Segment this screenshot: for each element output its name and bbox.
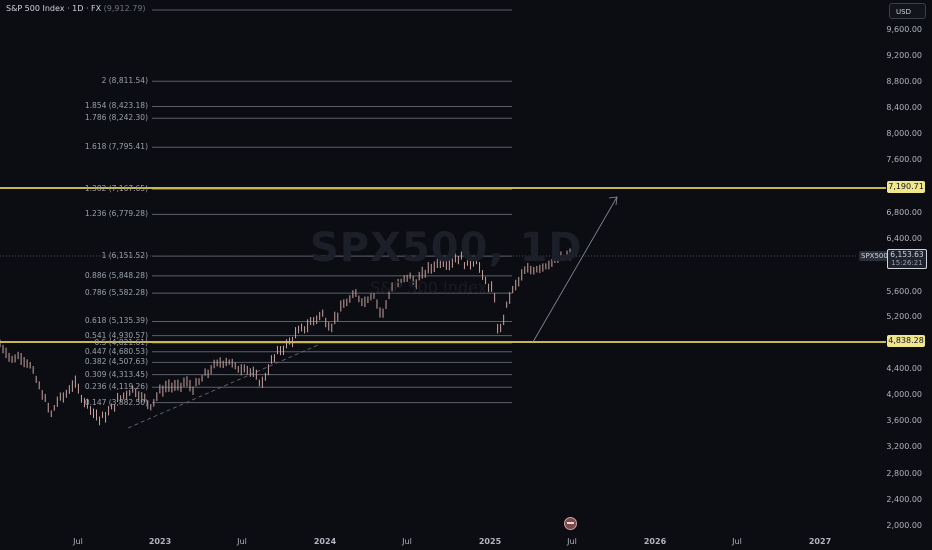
fib-level-label: 0.786 (5,582.28) bbox=[84, 288, 148, 298]
fib-level-label: 0.147 (3,882.50) bbox=[84, 397, 148, 407]
price-axis-label: 8,400.00 bbox=[886, 103, 922, 112]
last-price-value: 6,153.63 bbox=[890, 250, 924, 259]
bar-countdown: 15:26:21 bbox=[891, 259, 923, 267]
price-axis-label: 9,600.00 bbox=[886, 25, 922, 34]
price-axis-label: 2,000.00 bbox=[886, 521, 922, 530]
price-axis-label: 2,800.00 bbox=[886, 469, 922, 478]
fib-level-label: 1.382 (7,167.65) bbox=[84, 184, 148, 194]
fib-level-label: 0.236 (4,119.26) bbox=[84, 382, 148, 392]
last-price-tag: 6,153.63 15:26:21 bbox=[887, 249, 927, 269]
name-watermark: S&P 500 Index bbox=[370, 278, 488, 297]
fib-level-label: 0.447 (4,680.53) bbox=[84, 346, 148, 356]
fib-level-label: 0.5 (4,821.61) bbox=[94, 338, 148, 347]
fib-level-label: 1.786 (8,242.30) bbox=[84, 113, 148, 123]
price-axis-label: 8,800.00 bbox=[886, 77, 922, 86]
price-tag-lower: 4,838.28 bbox=[887, 335, 925, 347]
price-axis-label: 2,400.00 bbox=[886, 495, 922, 504]
chart-title[interactable]: S&P 500 Index · 1D · FX (9,912.79) bbox=[6, 4, 146, 13]
fib-level-label: 0.541 (4,930.57) bbox=[84, 330, 148, 340]
fib-level-label: 0.618 (5,135.39) bbox=[84, 316, 148, 326]
price-axis-label: 3,200.00 bbox=[886, 442, 922, 451]
fib-level-label: 1.618 (7,795.41) bbox=[84, 142, 148, 152]
price-axis-label: 4,400.00 bbox=[886, 364, 922, 373]
currency-button[interactable]: USD bbox=[889, 3, 926, 19]
time-axis-label: Jul bbox=[237, 537, 247, 546]
time-axis-label: 2026 bbox=[643, 537, 667, 546]
projection-line bbox=[532, 196, 618, 343]
price-axis-label: 3,600.00 bbox=[886, 416, 922, 425]
time-axis-label: 2025 bbox=[478, 537, 502, 546]
time-axis-label: Jul bbox=[402, 537, 412, 546]
price-axis-label: 4,000.00 bbox=[886, 390, 922, 399]
earnings-event-icon[interactable] bbox=[564, 517, 577, 530]
time-axis-label: 2024 bbox=[313, 537, 337, 546]
fib-level-label: 1 (6,151.52) bbox=[101, 251, 148, 261]
time-axis-label: Jul bbox=[567, 537, 577, 546]
overlay-value: (9,912.79) bbox=[103, 4, 146, 13]
time-axis-label: Jul bbox=[732, 537, 742, 546]
symbol-tag: SPX500 bbox=[859, 251, 890, 261]
time-axis-label: 2027 bbox=[808, 537, 832, 546]
fib-level-label: 1.236 (6,779.28) bbox=[84, 209, 148, 219]
trendline bbox=[127, 344, 319, 429]
symbol-watermark: SPX500, 1D bbox=[310, 225, 583, 271]
price-axis-label: 6,800.00 bbox=[886, 208, 922, 217]
fib-level-label: 0.382 (4,507.63) bbox=[84, 357, 148, 367]
price-tag-upper: 7,190.71 bbox=[887, 181, 925, 193]
time-axis-label: Jul bbox=[73, 537, 83, 546]
fib-level-label: 0.309 (4,313.45) bbox=[84, 369, 148, 379]
projection-arrowhead bbox=[608, 196, 618, 206]
symbol-title: S&P 500 Index · 1D · FX bbox=[6, 4, 102, 13]
price-axis-label: 8,000.00 bbox=[886, 129, 922, 138]
price-axis-label: 5,600.00 bbox=[886, 287, 922, 296]
fib-level-label: 2 (8,811.54) bbox=[101, 76, 148, 86]
time-axis-label: 2023 bbox=[148, 537, 172, 546]
price-axis-label: 7,600.00 bbox=[886, 155, 922, 164]
fib-level-label: 0.886 (5,848.28) bbox=[84, 270, 148, 280]
fib-level-label: 1.854 (8,423.18) bbox=[84, 101, 148, 111]
price-axis-label: 6,400.00 bbox=[886, 234, 922, 243]
price-axis-label: 5,200.00 bbox=[886, 312, 922, 321]
price-axis-label: 9,200.00 bbox=[886, 51, 922, 60]
